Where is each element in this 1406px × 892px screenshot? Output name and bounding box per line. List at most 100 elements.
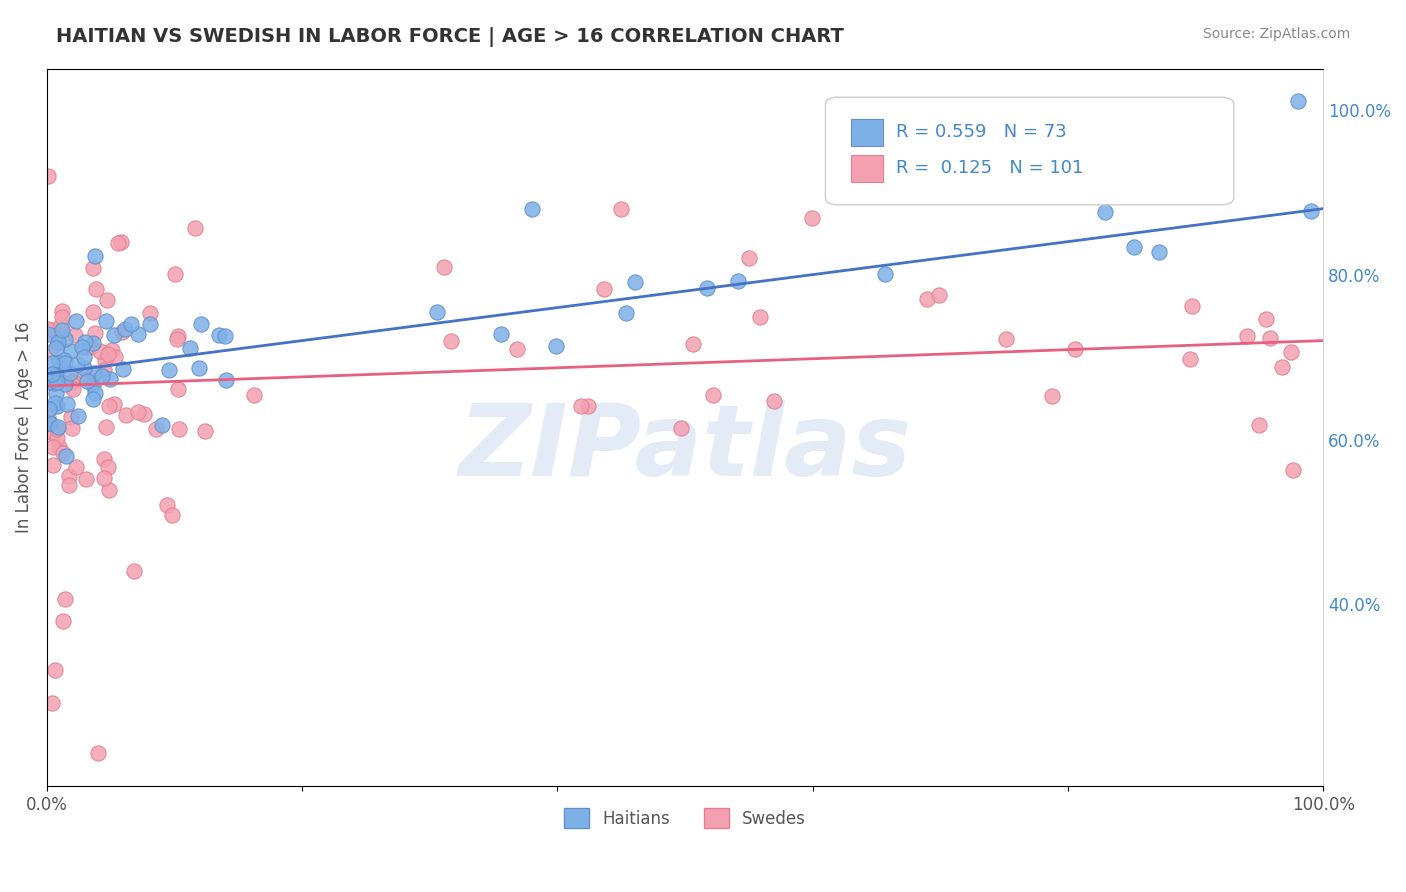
Point <box>62 382 84 396</box>
Point <box>84 249 107 263</box>
Point <box>41 367 63 381</box>
Point <box>187 361 209 376</box>
Text: R =  0.125   N = 101: R = 0.125 N = 101 <box>896 159 1083 178</box>
Point <box>1254 312 1277 326</box>
Point <box>79 373 101 387</box>
Point <box>610 202 633 216</box>
FancyBboxPatch shape <box>851 154 883 182</box>
Point <box>593 282 616 296</box>
Point <box>1279 344 1302 359</box>
Point <box>46 375 69 389</box>
Point <box>702 388 724 402</box>
Point <box>214 328 236 343</box>
Point <box>65 460 87 475</box>
Point <box>45 341 67 355</box>
Point <box>39 416 62 430</box>
Point <box>46 431 69 445</box>
Point <box>80 340 103 354</box>
Point <box>93 353 115 368</box>
Point <box>98 372 121 386</box>
Point <box>59 344 82 359</box>
Point <box>120 318 142 332</box>
Point <box>114 322 136 336</box>
Point <box>569 399 592 413</box>
Point <box>51 303 73 318</box>
Point <box>37 322 59 336</box>
Point <box>875 267 897 281</box>
Point <box>194 424 217 438</box>
Point <box>55 356 77 370</box>
Point <box>166 329 188 343</box>
Point <box>59 410 82 425</box>
Point <box>208 327 231 342</box>
Point <box>83 367 105 381</box>
Point <box>58 469 80 483</box>
Point <box>138 317 160 331</box>
Point <box>576 399 599 413</box>
Point <box>111 326 134 340</box>
Point <box>52 614 75 628</box>
Point <box>62 374 84 388</box>
Point <box>38 375 60 389</box>
Point <box>87 746 110 760</box>
Point <box>89 343 111 358</box>
Point <box>46 400 69 414</box>
Point <box>489 326 512 341</box>
Point <box>915 292 938 306</box>
Point <box>1181 300 1204 314</box>
Point <box>114 408 136 422</box>
Point <box>103 328 125 343</box>
Point <box>37 327 59 342</box>
Point <box>41 696 63 710</box>
Point <box>150 418 173 433</box>
Point <box>39 373 62 387</box>
Point <box>110 235 132 249</box>
Point <box>97 347 120 361</box>
Point <box>127 327 149 342</box>
Point <box>94 420 117 434</box>
Point <box>762 394 785 409</box>
Point <box>98 399 121 413</box>
Legend: Haitians, Swedes: Haitians, Swedes <box>558 801 813 835</box>
Point <box>167 382 190 396</box>
Point <box>169 422 191 436</box>
Point <box>112 362 135 376</box>
Point <box>37 169 59 183</box>
Point <box>38 344 60 359</box>
Point <box>243 388 266 402</box>
Point <box>46 422 69 436</box>
Point <box>1040 389 1063 403</box>
Point <box>45 372 67 386</box>
Point <box>166 333 188 347</box>
Point <box>928 288 950 302</box>
Point <box>82 392 104 406</box>
Point <box>1147 244 1170 259</box>
Text: R = 0.559   N = 73: R = 0.559 N = 73 <box>896 123 1066 141</box>
Point <box>1122 240 1144 254</box>
Point <box>82 260 104 275</box>
Point <box>41 425 63 440</box>
Point <box>45 386 67 401</box>
Point <box>696 281 718 295</box>
Point <box>107 236 129 251</box>
Point <box>426 305 449 319</box>
Point <box>145 422 167 436</box>
Point <box>1236 328 1258 343</box>
Point <box>59 375 82 389</box>
Point <box>70 340 93 354</box>
Point <box>1299 203 1322 218</box>
Point <box>93 471 115 485</box>
Point <box>60 421 83 435</box>
Text: Source: ZipAtlas.com: Source: ZipAtlas.com <box>1202 27 1350 41</box>
Point <box>75 472 97 486</box>
Point <box>53 353 76 368</box>
Point <box>97 483 120 497</box>
Point <box>520 202 543 216</box>
Point <box>682 337 704 351</box>
Point <box>53 592 76 607</box>
Point <box>77 340 100 354</box>
Point <box>1249 417 1271 432</box>
Point <box>163 267 186 281</box>
Y-axis label: In Labor Force | Age > 16: In Labor Force | Age > 16 <box>15 321 32 533</box>
Point <box>995 332 1018 346</box>
